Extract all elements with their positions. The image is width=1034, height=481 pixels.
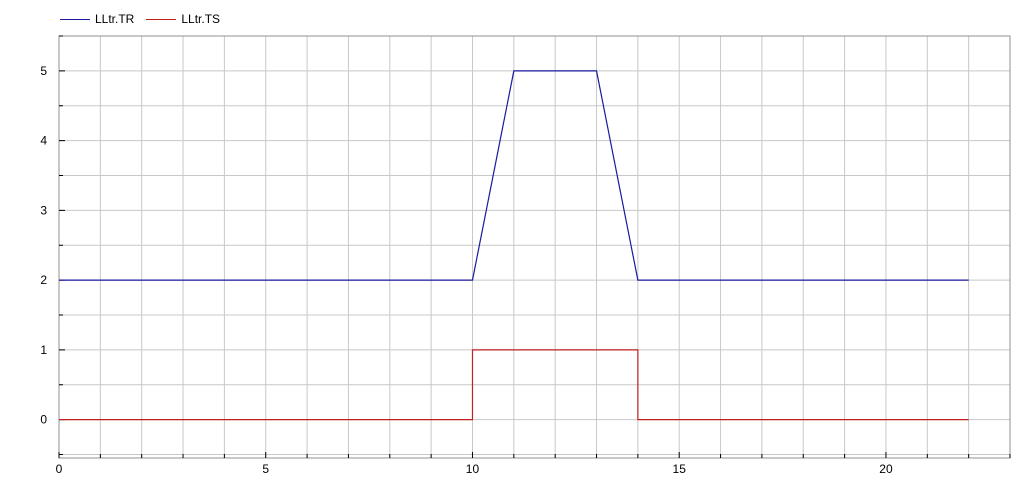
y-tick-label: 5 [40,64,47,78]
series-line-0 [59,70,969,281]
legend-swatch-tr [60,18,90,20]
x-tick-label: 5 [262,462,269,476]
tick-labels: 0 5 10 15 20 0 1 2 3 4 5 [40,64,893,476]
legend: LLtr.TR LLtr.TS [60,11,232,27]
legend-label-tr: LLtr.TR [95,12,135,26]
x-tick-label: 20 [879,462,893,476]
x-tick-label: 0 [56,462,63,476]
y-tick-label: 3 [40,203,47,217]
x-tick-label: 10 [466,462,480,476]
series-lines [59,70,969,421]
y-tick-label: 4 [40,134,47,148]
x-tick-label: 15 [673,462,687,476]
grid-lines [58,35,1011,458]
legend-swatch-ts [146,18,177,20]
axes [58,35,1011,459]
series-line-1 [59,349,969,421]
y-tick-label: 0 [40,413,47,427]
plot-frame [58,35,1011,459]
legend-item-tr[interactable]: LLtr.TR [60,12,134,26]
legend-label-ts: LLtr.TS [181,12,221,26]
y-tick-label: 1 [40,343,47,357]
y-tick-label: 2 [40,273,47,287]
legend-item-ts[interactable]: LLtr.TS [146,12,220,26]
